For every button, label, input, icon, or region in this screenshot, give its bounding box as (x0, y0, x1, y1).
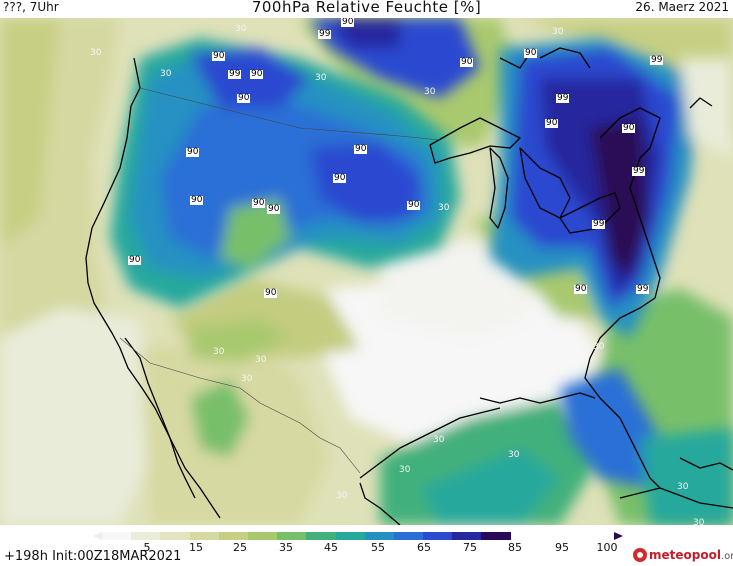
coastline-outline (85, 47, 733, 525)
run-info-label: +198h Init:00Z18MAR2021 (4, 549, 182, 564)
contour-label: 30 (213, 347, 225, 357)
colorbar-segment (102, 532, 132, 540)
colorbar-tick-label: 5 (143, 541, 151, 554)
colorbar-segment (218, 532, 248, 540)
colorbar-segment (481, 532, 511, 540)
colorbar-segment (131, 532, 161, 540)
contour-label: 90 (250, 69, 264, 79)
logo-icon (633, 548, 647, 562)
contour-label: 90 (212, 51, 226, 61)
contour-label: 30 (593, 342, 605, 352)
meteopool-logo[interactable]: meteopool.org (633, 547, 733, 563)
colorbar-segment (393, 532, 424, 540)
contour-label: 90 (524, 48, 538, 58)
contour-label: 90 (354, 144, 368, 154)
colorbar-segment (364, 532, 394, 540)
contour-label: 30 (508, 450, 520, 460)
colorbar-tick-label: 65 (417, 541, 431, 554)
contour-label: 99 (228, 69, 242, 79)
colorbar-segment (452, 532, 482, 540)
contour-label: 30 (433, 435, 445, 445)
contour-label: 90 (333, 173, 347, 183)
contour-label: 90 (460, 57, 474, 67)
country-border (119, 87, 441, 474)
contour-label: 99 (592, 219, 606, 229)
humidity-field (0, 18, 733, 525)
map-footer: 5 15 25 35 45 55 65 75 85 95 100 +198h Init:00Z18M… (0, 525, 733, 566)
contour-label: 90 (545, 118, 559, 128)
contour-label: 30 (552, 27, 564, 37)
colorbar-tick-label: 15 (189, 541, 203, 554)
contour-label: 30 (693, 518, 705, 526)
contour-label: 90 (237, 93, 251, 103)
contour-label: 99 (636, 284, 650, 294)
colorbar-tick-label: 95 (555, 541, 569, 554)
contour-label: 90 (264, 288, 278, 298)
contour-label: 90 (407, 200, 421, 210)
contour-label: 30 (399, 465, 411, 475)
contour-label: 90 (186, 147, 200, 157)
map-title: 700hPa Relative Feuchte [%] (251, 0, 482, 16)
contour-label: 30 (424, 87, 436, 97)
contour-label: 90 (252, 198, 266, 208)
contour-label: 90 (622, 123, 636, 133)
colorbar-segment (423, 532, 453, 540)
colorbar-segment (160, 532, 190, 540)
contour-label: 30 (255, 355, 267, 365)
logo-tld: .org (720, 551, 733, 562)
humidity-map: 90 99 90 90 90 90 90 90 90 90 90 90 90 90 99 90 99 90 90 99… (0, 18, 733, 525)
contour-label: 90 (190, 195, 204, 205)
colorbar-tick-label: 75 (463, 541, 477, 554)
colorbar-segment (306, 532, 336, 540)
colorbar-segment (189, 532, 219, 540)
logo-name: meteopool (649, 548, 721, 562)
colorbar-tick-label: 85 (508, 541, 522, 554)
contour-label: 30 (504, 292, 516, 302)
contour-label: 30 (438, 203, 450, 213)
contour-label: 30 (241, 374, 253, 384)
contour-label: 99 (318, 29, 332, 39)
colorbar-arrow-high (614, 532, 623, 540)
contour-label: 99 (632, 166, 646, 176)
contour-label: 30 (315, 73, 327, 83)
colorbar-segment (277, 532, 307, 540)
map-header: ???, 7Uhr 700hPa Relative Feuchte [%] 26… (0, 0, 733, 18)
contour-label: 90 (341, 18, 355, 27)
contour-label: 30 (160, 69, 172, 79)
contour-label: 99 (650, 55, 664, 65)
colorbar-segment (335, 532, 365, 540)
valid-date-label: 26. Maerz 2021 (635, 0, 729, 14)
contour-label: 30 (90, 48, 102, 58)
contour-label: 30 (381, 308, 393, 318)
colorbar-segment (247, 532, 278, 540)
colorbar-tick-label: 100 (596, 541, 618, 554)
contour-label: 90 (574, 284, 588, 294)
colorbar-tick-label: 55 (371, 541, 385, 554)
contour-label: 99 (556, 93, 570, 103)
contour-label: 30 (677, 482, 689, 492)
contour-label: 30 (235, 24, 247, 34)
contour-label: 30 (336, 491, 348, 501)
colorbar-tick-label: 45 (324, 541, 338, 554)
colorbar-arrow-low (93, 532, 102, 540)
contour-label: 90 (267, 204, 281, 214)
humidity-colorbar (102, 532, 511, 540)
contour-label: 90 (128, 255, 142, 265)
colorbar-tick-label: 25 (233, 541, 247, 554)
valid-time-label: ???, 7Uhr (3, 0, 59, 14)
colorbar-tick-label: 35 (279, 541, 293, 554)
logo-text: meteopool.org (649, 548, 733, 562)
